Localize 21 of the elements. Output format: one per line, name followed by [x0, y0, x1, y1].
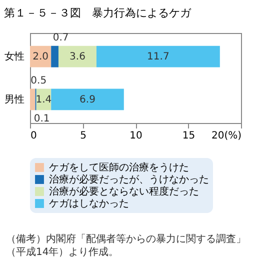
text: （備考）内閣府「配偶者等からの暴力に関する調査」（平成14年）より作成。: [5, 232, 247, 260]
x-tick-label: 15: [182, 130, 196, 142]
y-tick-label: 男性: [4, 93, 24, 106]
data-label: 6.9: [80, 94, 96, 106]
chart-title: 第１－５－３図 暴力行為によるケガ: [4, 6, 192, 20]
data-label: 1.4: [36, 94, 52, 106]
data-label: 2.0: [32, 52, 49, 63]
legend-label: ケガをして医師の治療をうけた: [49, 162, 189, 174]
data-label: 0.5: [30, 75, 47, 86]
x-tick-label: 0: [30, 130, 37, 142]
data-label: 11.7: [147, 52, 170, 63]
x-tick-label: 5: [80, 130, 86, 142]
data-label: 0.7: [52, 32, 69, 44]
x-tick-label: 10: [130, 130, 142, 142]
data-label: 3.6: [70, 52, 86, 63]
legend-label: 治療が必要とならない程度だった: [49, 186, 199, 198]
legend-label: ケガはしなかった: [49, 198, 129, 210]
legend-label: 治療が必要だったが、うけなかった: [49, 174, 209, 186]
data-label: 0.1: [34, 113, 50, 124]
x-tick-label: 20(%): [211, 130, 242, 142]
y-tick-label: 女性: [4, 50, 24, 63]
